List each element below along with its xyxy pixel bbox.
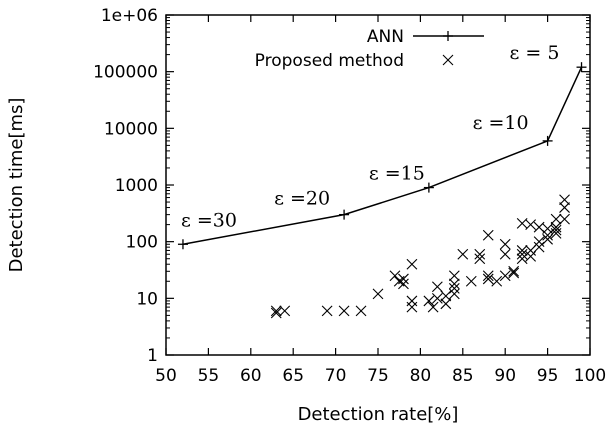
proposed-point <box>474 248 486 260</box>
proposed-point <box>525 245 537 256</box>
proposed-point <box>516 253 528 265</box>
y-tick-label: 100000 <box>93 63 158 83</box>
proposed-point <box>482 229 494 241</box>
y-axis-ticks: 1 10 100 1000 10000 100000 1e+06 <box>93 6 590 366</box>
legend-cross-glyph <box>442 54 454 66</box>
proposed-point <box>559 213 570 225</box>
proposed-point <box>338 305 350 317</box>
ann-point <box>542 135 553 146</box>
proposed-point <box>427 301 439 313</box>
epsilon-label: ε =20 <box>274 188 330 210</box>
proposed-point <box>499 238 511 250</box>
proposed-point <box>431 292 443 304</box>
epsilon-annotations: ε =30 ε =20 ε =15 ε =10 ε = 5 <box>181 42 559 231</box>
x-axis-ticks: 50 55 60 65 70 75 80 85 90 95 100 <box>155 15 606 386</box>
proposed-point <box>525 250 537 262</box>
proposed-point <box>482 273 494 285</box>
proposed-point <box>457 248 469 260</box>
proposed-point <box>525 219 537 230</box>
x-tick-label: 100 <box>574 366 606 386</box>
x-tick-label: 90 <box>494 366 516 386</box>
epsilon-label: ε = 5 <box>510 42 560 64</box>
y-tick-label: 10 <box>136 289 158 309</box>
proposed-point <box>270 307 282 319</box>
proposed-point <box>508 265 520 277</box>
y-tick-label: 1 <box>147 346 158 366</box>
y-tick-label: 100 <box>126 233 158 253</box>
ann-point <box>177 239 188 250</box>
y-tick-label: 10000 <box>104 119 158 139</box>
proposed-point <box>398 278 409 290</box>
legend-marker-proposed <box>442 54 454 66</box>
ann-line <box>182 66 583 246</box>
proposed-point <box>533 236 545 248</box>
epsilon-label: ε =30 <box>181 209 237 231</box>
proposed-point <box>448 288 460 300</box>
x-tick-label: 65 <box>282 366 304 386</box>
x-tick-label: 75 <box>367 366 389 386</box>
proposed-point <box>440 298 452 310</box>
legend-label-ann: ANN <box>367 27 404 47</box>
proposed-point <box>270 305 282 317</box>
x-tick-label: 50 <box>155 366 177 386</box>
legend: ANN Proposed method <box>255 27 484 71</box>
proposed-point <box>448 282 460 294</box>
proposed-point <box>279 305 291 317</box>
y-tick-label: 1e+06 <box>101 6 158 26</box>
proposed-point <box>355 305 367 317</box>
legend-marker-ann <box>443 31 453 41</box>
proposed-point <box>516 248 528 260</box>
proposed-point <box>474 253 486 265</box>
ann-series <box>177 62 587 250</box>
x-tick-label: 55 <box>198 366 220 386</box>
proposed-point <box>465 275 477 287</box>
proposed-point <box>406 301 418 313</box>
proposed-point <box>559 194 570 206</box>
legend-label-proposed: Proposed method <box>255 51 404 71</box>
proposed-point <box>559 202 570 213</box>
proposed-point <box>431 281 443 293</box>
x-tick-label: 70 <box>325 366 347 386</box>
proposed-point <box>499 270 511 282</box>
proposed-point <box>398 273 409 285</box>
x-tick-label: 60 <box>240 366 262 386</box>
x-tick-label: 85 <box>452 366 474 386</box>
proposed-point <box>440 290 452 302</box>
epsilon-label: ε =10 <box>473 112 529 134</box>
epsilon-label: ε =15 <box>369 163 425 185</box>
proposed-point <box>406 295 418 307</box>
proposed-point <box>321 305 333 317</box>
proposed-method-series <box>270 194 570 319</box>
proposed-point <box>448 270 460 282</box>
proposed-point <box>542 233 553 245</box>
x-axis-label: Detection rate[%] <box>298 404 459 425</box>
x-tick-label: 80 <box>410 366 432 386</box>
proposed-point <box>550 213 562 225</box>
y-axis-label: Detection time[ms] <box>6 98 27 273</box>
y-tick-label: 1000 <box>115 176 158 196</box>
ann-point <box>339 209 350 220</box>
ann-point <box>576 62 587 73</box>
proposed-point <box>423 295 435 307</box>
proposed-point <box>448 278 460 290</box>
proposed-point <box>482 270 494 282</box>
proposed-point <box>491 275 503 287</box>
proposed-point <box>550 224 562 236</box>
proposed-point <box>406 258 418 270</box>
ann-point <box>423 182 434 193</box>
legend-plus-glyph <box>443 31 453 41</box>
x-tick-label: 95 <box>537 366 559 386</box>
proposed-point <box>372 288 384 300</box>
proposed-point <box>508 267 520 279</box>
proposed-point <box>499 248 511 260</box>
proposed-point <box>516 245 528 256</box>
